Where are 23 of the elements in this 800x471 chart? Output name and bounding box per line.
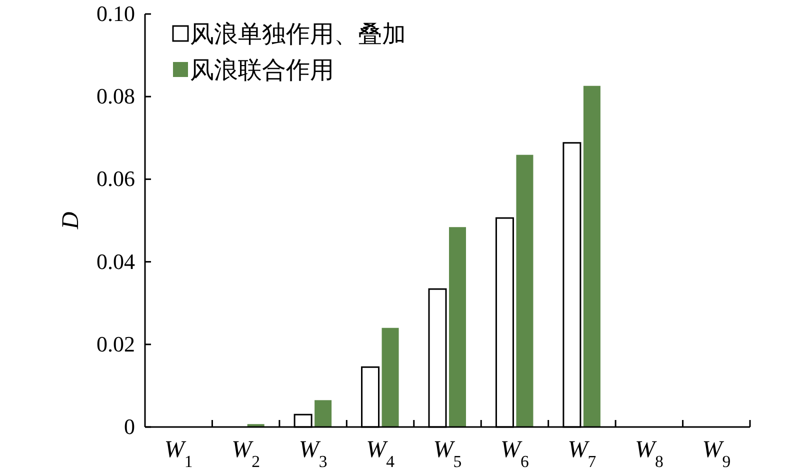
- x-tick-label: W$_{6}$: [500, 437, 529, 470]
- x-tick-label: W$_{5}$: [433, 437, 462, 470]
- bar: [583, 86, 600, 427]
- x-tick-label: W$_{9}$: [702, 437, 731, 470]
- x-tick-label: W$_{1}$: [164, 437, 193, 470]
- bar: [516, 154, 534, 427]
- y-tick-label: 0.02: [96, 331, 135, 356]
- y-axis-title: D: [58, 212, 84, 230]
- legend-label: 风浪单独作用、叠加: [190, 21, 406, 48]
- x-tick-label: W$_{8}$: [634, 437, 664, 470]
- legend-label: 风浪联合作用: [190, 57, 334, 84]
- y-tick-label: 0.08: [96, 84, 135, 109]
- x-tick-label: W$_{7}$: [568, 437, 596, 470]
- y-tick-label: 0: [124, 414, 135, 439]
- y-tick-label: 0.04: [96, 248, 135, 274]
- x-tick-label: W$_{4}$: [366, 437, 396, 470]
- y-tick-label: 0.06: [96, 166, 135, 192]
- y-tick-label: 0.10: [96, 1, 135, 26]
- bar: [382, 328, 399, 427]
- bar: [449, 227, 466, 427]
- bar: [314, 400, 332, 427]
- x-tick-label: W$_{2}$: [232, 437, 260, 470]
- x-tick-label: W$_{3}$: [298, 437, 328, 470]
